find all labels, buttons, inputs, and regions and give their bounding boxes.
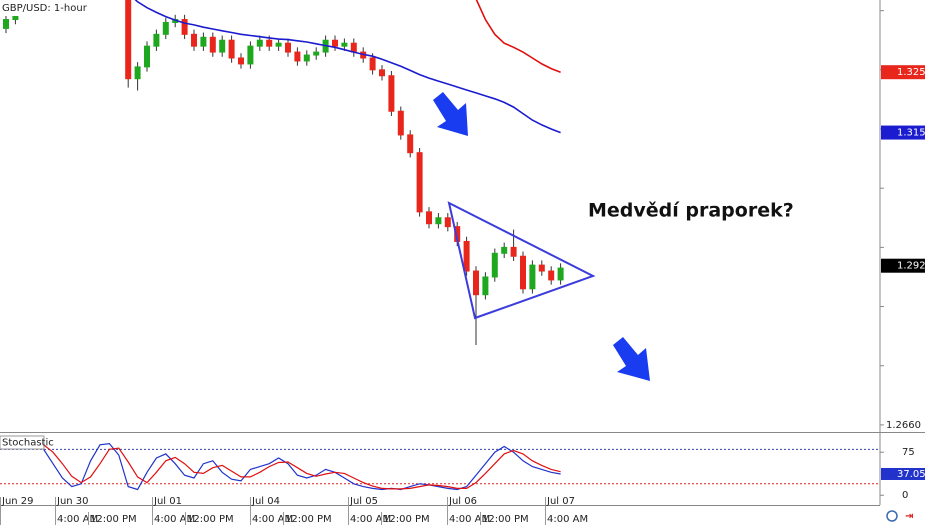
candle-body	[379, 69, 385, 77]
price-label-box	[881, 258, 925, 273]
candle-body	[407, 134, 414, 154]
date-label: Jul 04	[251, 496, 280, 507]
candle-body	[153, 33, 160, 47]
pennant-triangle	[447, 201, 596, 320]
candle-body	[209, 36, 216, 53]
arrows	[433, 92, 650, 381]
time-label: 4:00 AM	[57, 514, 98, 525]
candle-body	[426, 211, 432, 225]
candle-body	[162, 21, 169, 35]
time-label: 4:00 AM	[449, 514, 490, 525]
candle-body	[247, 45, 254, 65]
candle-body	[181, 19, 188, 35]
candle-body	[313, 51, 320, 56]
arrow-down	[433, 92, 468, 136]
axes: 1.2660 Jun 29 Jun 30 Jul 01 Jul 04 Jul 05 Jul …	[0, 10, 925, 525]
time-label: 12:00 PM	[187, 514, 234, 525]
candle-body	[397, 110, 404, 136]
candle-body	[416, 152, 423, 213]
candle-body	[482, 276, 489, 296]
stoch-d	[5, 441, 561, 490]
y-tick-label: 1.2660	[886, 420, 921, 431]
time-label: 4:00 AM	[154, 514, 195, 525]
time-label: 12:00 PM	[482, 514, 529, 525]
candle-body	[501, 246, 508, 254]
date-label: Jun 29	[1, 496, 34, 507]
stoch-k	[5, 441, 561, 491]
candle-body	[266, 39, 273, 47]
stochastic-panel	[0, 441, 880, 491]
candle-body	[491, 252, 498, 278]
time-label: 4:00 AM	[252, 514, 293, 525]
candle-body	[332, 39, 338, 47]
price-label-box	[881, 125, 925, 140]
candle-body	[520, 255, 526, 290]
date-label: Jul 07	[546, 496, 575, 507]
candle-body	[444, 217, 451, 228]
moving-average	[134, 0, 561, 134]
link-icon[interactable]	[886, 510, 898, 522]
candle-body	[134, 66, 141, 80]
candle-body	[435, 217, 442, 225]
date-label: Jul 01	[153, 496, 182, 507]
candle-body	[275, 42, 282, 47]
title-box	[0, 0, 72, 16]
time-label: 12:00 PM	[285, 514, 332, 525]
stoch-tick-label: 75	[902, 447, 915, 458]
toolbar-icons[interactable]: ⇥	[886, 510, 913, 522]
price-label-box	[881, 65, 925, 80]
candle-body	[294, 51, 301, 62]
candle-body	[463, 240, 470, 272]
candle-body	[125, 0, 132, 80]
candle-body	[3, 19, 9, 29]
candle-body	[538, 264, 545, 272]
candle-body	[369, 57, 376, 71]
price-label: 1.2929	[897, 261, 925, 272]
candle-body	[144, 45, 150, 68]
candle-body	[303, 54, 310, 62]
close-icon[interactable]: ⇥	[905, 511, 913, 522]
main-panel	[3, 0, 564, 346]
date-label: Jul 06	[448, 496, 477, 507]
date-label: Jul 05	[349, 496, 378, 507]
candle-body	[388, 75, 395, 112]
candle-body	[285, 42, 291, 53]
stoch-title: Stochastic	[2, 438, 54, 449]
candle-body	[256, 39, 263, 47]
time-label: 12:00 PM	[90, 514, 137, 525]
price-label: 1.3154	[897, 128, 925, 139]
candle-body	[341, 42, 348, 47]
candle-body	[510, 246, 517, 257]
candle-body	[350, 42, 357, 53]
chart-title: GBP/USD: 1-hour	[2, 3, 88, 14]
arrow-down	[613, 337, 650, 381]
candle-body	[557, 267, 564, 281]
stoch-tick-label: 0	[902, 490, 908, 501]
time-label: 4:00 AM	[350, 514, 391, 525]
price-label: 1.3256	[897, 67, 925, 78]
moving-average	[475, 0, 561, 73]
time-label: 12:00 PM	[383, 514, 430, 525]
time-label: 4:00 AM	[547, 514, 588, 525]
candle-body	[219, 39, 226, 53]
date-label: Jun 30	[56, 496, 89, 507]
candle-body	[548, 270, 555, 281]
candle-body	[529, 264, 536, 290]
candle-body	[473, 270, 479, 296]
annotation: Medvědí praporek?	[588, 200, 794, 222]
candle-body	[238, 57, 244, 65]
candle-body	[228, 39, 235, 59]
stoch-value-box	[881, 467, 925, 480]
candle-body	[191, 33, 197, 47]
stoch-value-label: 37.05	[897, 469, 925, 480]
stoch-title-box	[0, 435, 45, 450]
candle-body	[200, 36, 207, 47]
